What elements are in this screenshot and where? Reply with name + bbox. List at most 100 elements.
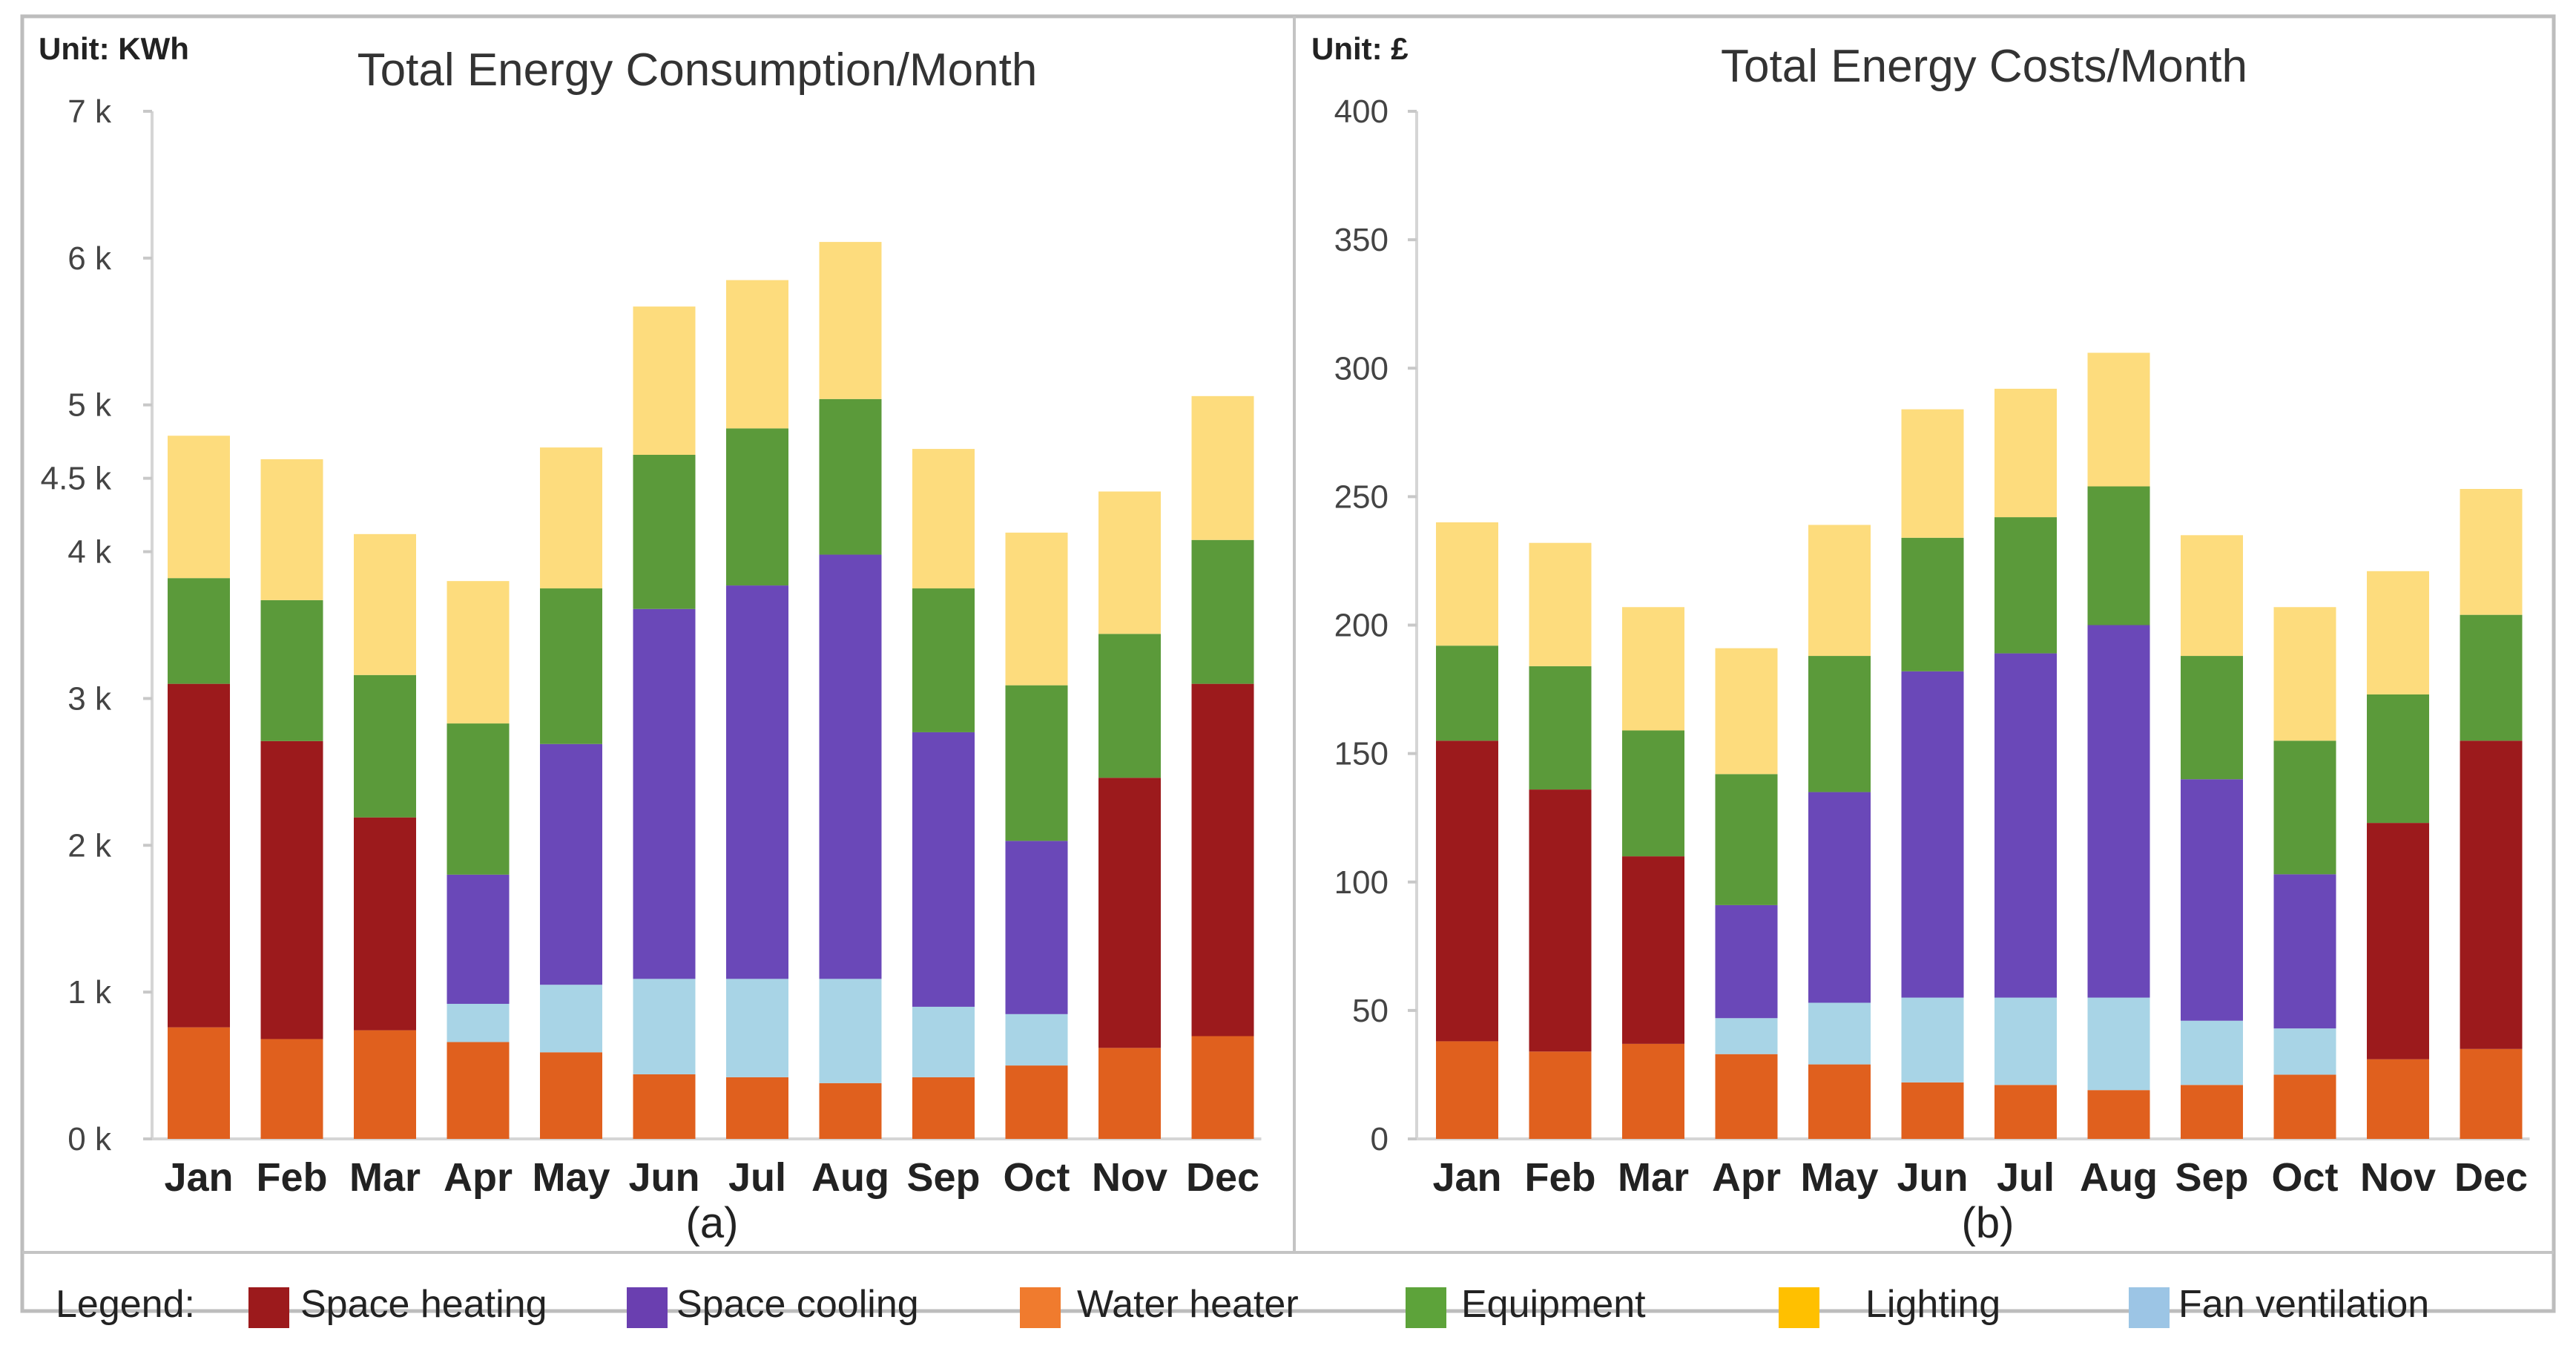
y-tick-label: 200 (1334, 608, 1389, 644)
legend-swatch (627, 1287, 668, 1328)
bar-equipment-aug (819, 398, 882, 555)
unit-label: Unit: £ (1311, 31, 1409, 66)
bar-space-cooling-oct (2273, 874, 2336, 1029)
bar-stack-nov (1098, 491, 1161, 1139)
bar-water-heater-may (540, 1052, 602, 1139)
bar-lighting-jan (1436, 522, 1498, 646)
legend-swatch (1406, 1287, 1446, 1328)
bar-stack-group (168, 242, 1254, 1139)
bar-space-heating-dec (1191, 683, 1254, 1037)
y-tick-label: 50 (1352, 993, 1389, 1029)
legend-item-space-heating: Space heating (248, 1283, 547, 1328)
bar-fan-ventilation-oct (1005, 1014, 1068, 1066)
y-axis-ticks: 0 k 1 k 2 k 3 k 4 k 4.5 k 5 k 6 k 7 k (41, 93, 1262, 1157)
bar-stack-oct (2273, 607, 2336, 1139)
bar-space-heating-mar (354, 817, 416, 1031)
bar-water-heater-sep (912, 1077, 975, 1139)
bar-stack-apr (1715, 648, 1778, 1139)
y-tick-label: 350 (1334, 222, 1389, 258)
y-tick-label: 7 k (67, 93, 112, 130)
legend-item-lighting: Lighting (1779, 1283, 2000, 1328)
bar-water-heater-nov (2367, 1059, 2429, 1139)
bar-fan-ventilation-jul (1994, 997, 2057, 1085)
bar-fan-ventilation-apr (1715, 1018, 1778, 1054)
bar-water-heater-nov (1098, 1048, 1161, 1139)
bar-equipment-mar (354, 674, 416, 818)
x-tick-label: Dec (1186, 1155, 1259, 1200)
bar-lighting-apr (1715, 648, 1778, 775)
bar-space-cooling-jul (726, 585, 788, 979)
bar-water-heater-aug (2087, 1090, 2150, 1139)
bar-space-cooling-may (1808, 792, 1871, 1003)
bar-lighting-dec (2460, 488, 2523, 615)
chart-title: Total Energy Consumption/Month (358, 45, 1038, 96)
bar-equipment-jul (1994, 517, 2057, 654)
bar-space-cooling-oct (1005, 841, 1068, 1014)
panel-caption: (a) (686, 1199, 739, 1247)
bar-equipment-feb (1529, 666, 1592, 790)
bar-stack-mar (354, 533, 416, 1139)
bar-space-heating-jan (1436, 740, 1498, 1042)
bar-stack-jun (1901, 409, 1964, 1139)
y-tick-label: 4.5 k (41, 461, 112, 497)
legend: Legend: Space heating Space cooling Wate… (56, 1283, 2429, 1328)
x-tick-label: Nov (1092, 1155, 1167, 1200)
bar-lighting-mar (354, 533, 416, 675)
x-tick-label: Aug (2080, 1155, 2158, 1200)
x-tick-label: Feb (1524, 1155, 1595, 1200)
y-tick-label: 0 k (67, 1121, 112, 1157)
y-tick-label: 300 (1334, 350, 1389, 387)
bar-space-cooling-apr (1715, 904, 1778, 1019)
bar-lighting-jun (1901, 409, 1964, 538)
bar-water-heater-jul (1994, 1085, 2057, 1139)
x-tick-label: Apr (444, 1155, 513, 1200)
bar-equipment-aug (2087, 486, 2150, 625)
x-tick-label: Apr (1712, 1155, 1781, 1200)
x-axis-labels: Jan Feb Mar Apr May Jun Jul Aug Sep Oct Nov Dec (1432, 1155, 2528, 1200)
bar-space-cooling-aug (819, 554, 882, 979)
bar-equipment-oct (2273, 740, 2336, 875)
x-tick-label: May (532, 1155, 610, 1200)
legend-title: Legend: (56, 1283, 195, 1326)
legend-label: Space heating (300, 1283, 547, 1326)
bar-water-heater-apr (447, 1042, 510, 1139)
y-tick-label: 150 (1334, 736, 1389, 772)
bar-water-heater-jan (168, 1027, 230, 1139)
bar-water-heater-may (1808, 1064, 1871, 1139)
x-tick-label: Jul (1997, 1155, 2055, 1200)
bar-equipment-feb (260, 599, 323, 741)
bar-stack-jan (1436, 522, 1498, 1139)
bar-lighting-nov (1098, 491, 1161, 634)
bar-equipment-sep (912, 588, 975, 732)
x-tick-label: Dec (2454, 1155, 2528, 1200)
bar-lighting-jul (1994, 388, 2057, 518)
y-tick-label: 400 (1334, 93, 1389, 130)
bar-stack-apr (447, 581, 510, 1139)
bar-lighting-oct (1005, 532, 1068, 686)
x-axis-labels: Jan Feb Mar Apr May Jun Jul Aug Sep Oct Nov Dec (164, 1155, 1259, 1200)
x-tick-label: Jan (1432, 1155, 1501, 1200)
outer-frame (20, 14, 2556, 1313)
bar-lighting-may (540, 447, 602, 589)
bar-lighting-aug (2087, 352, 2150, 487)
bar-stack-sep (2181, 535, 2243, 1139)
bar-equipment-apr (447, 723, 510, 875)
bar-stack-mar (1622, 607, 1684, 1139)
bar-lighting-feb (1529, 542, 1592, 666)
bar-equipment-jun (633, 454, 696, 609)
bar-lighting-dec (1191, 395, 1254, 540)
x-tick-label: Oct (2271, 1155, 2338, 1200)
y-tick-label: 250 (1334, 479, 1389, 515)
y-tick-label: 3 k (67, 680, 112, 717)
bar-equipment-oct (1005, 685, 1068, 841)
bar-equipment-jul (726, 428, 788, 586)
bar-lighting-feb (260, 459, 323, 600)
y-tick-label: 1 k (67, 974, 112, 1011)
legend-swatch (2129, 1287, 2170, 1328)
bar-fan-ventilation-oct (2273, 1028, 2336, 1075)
legend-label: Equipment (1461, 1283, 1646, 1326)
bar-equipment-may (540, 588, 602, 744)
bar-stack-sep (912, 449, 975, 1139)
bar-stack-feb (260, 459, 323, 1139)
